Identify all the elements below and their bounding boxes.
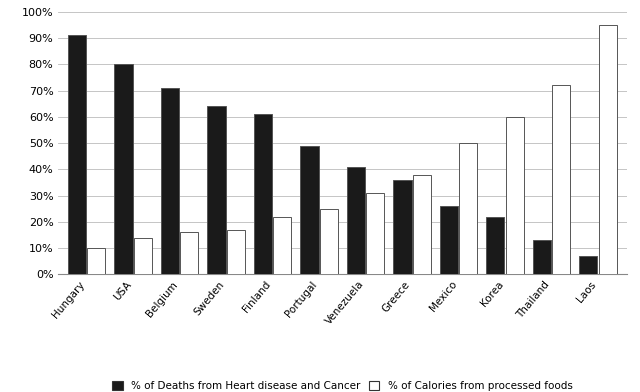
Bar	[180, 232, 198, 274]
Bar	[273, 217, 291, 274]
Bar	[300, 146, 319, 274]
Bar	[533, 240, 551, 274]
Bar	[227, 230, 245, 274]
Bar	[552, 85, 570, 274]
Bar	[579, 256, 598, 274]
Bar	[440, 206, 458, 274]
Bar	[347, 167, 365, 274]
Bar	[486, 217, 504, 274]
Bar	[394, 180, 412, 274]
Bar	[207, 106, 225, 274]
Bar	[87, 248, 106, 274]
Legend: % of Deaths from Heart disease and Cancer, % of Calories from processed foods: % of Deaths from Heart disease and Cance…	[108, 377, 577, 392]
Bar	[115, 64, 132, 274]
Bar	[460, 143, 477, 274]
Bar	[506, 117, 524, 274]
Bar	[320, 209, 338, 274]
Bar	[366, 193, 385, 274]
Bar	[599, 25, 617, 274]
Bar	[68, 35, 86, 274]
Bar	[134, 238, 152, 274]
Bar	[413, 174, 431, 274]
Bar	[254, 114, 272, 274]
Bar	[161, 88, 179, 274]
